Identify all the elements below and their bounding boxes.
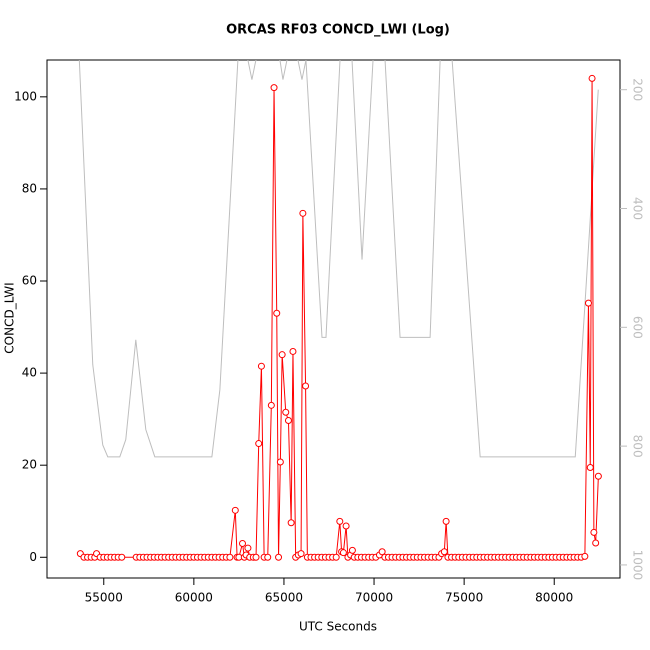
point: [255, 440, 263, 448]
x-tick-label: 55000: [85, 591, 123, 605]
point: [592, 539, 600, 547]
point: [275, 553, 283, 561]
y-tick-label: 40: [22, 366, 37, 380]
y2-tick-label: 800: [631, 435, 645, 458]
y-tick-label: 60: [22, 274, 37, 288]
point: [289, 347, 297, 355]
x-tick-label: 80000: [535, 591, 573, 605]
point: [299, 209, 307, 217]
point: [278, 351, 286, 359]
plot-area: [76, 60, 602, 561]
point: [267, 401, 275, 409]
point: [584, 299, 592, 307]
chart-title: ORCAS RF03 CONCD_LWI (Log): [226, 23, 450, 38]
point: [231, 506, 239, 514]
y-tick-label: 100: [14, 89, 37, 103]
point: [588, 74, 596, 82]
y2-tick-label: 600: [631, 316, 645, 339]
point: [594, 472, 602, 480]
point: [440, 548, 448, 556]
point: [581, 552, 589, 560]
point: [302, 382, 310, 390]
point: [342, 522, 350, 530]
point: [118, 553, 126, 561]
point: [378, 548, 386, 556]
series-line: [79, 78, 599, 559]
y2-tick-label: 400: [631, 197, 645, 220]
y-tick-label: 20: [22, 458, 37, 472]
point: [239, 539, 247, 547]
point: [257, 362, 265, 370]
x-axis-label: UTC Seconds: [299, 620, 377, 634]
x-tick-label: 75000: [445, 591, 483, 605]
point: [339, 549, 347, 557]
point: [276, 458, 284, 466]
point: [348, 546, 356, 554]
point: [282, 408, 290, 416]
point: [264, 553, 272, 561]
point: [226, 553, 234, 561]
point: [284, 417, 292, 425]
series-line: [78, 60, 599, 458]
point: [590, 528, 598, 536]
point: [287, 519, 295, 527]
point: [297, 550, 305, 558]
point: [252, 553, 260, 561]
x-tick-label: 65000: [265, 591, 303, 605]
point: [586, 463, 594, 471]
y2-tick-label: 1000: [631, 550, 645, 581]
point: [270, 84, 278, 92]
y-tick-label: 0: [29, 550, 37, 564]
point: [442, 517, 450, 525]
point: [273, 309, 281, 317]
x-tick-label: 70000: [355, 591, 393, 605]
point: [244, 544, 252, 552]
plot-frame: [46, 59, 621, 579]
y2-tick-label: 200: [631, 78, 645, 101]
x-tick-label: 60000: [175, 591, 213, 605]
y-tick-label: 80: [22, 181, 37, 195]
y-axis-label: CONCD_LWI: [3, 282, 17, 353]
point: [336, 517, 344, 525]
point: [332, 553, 340, 561]
